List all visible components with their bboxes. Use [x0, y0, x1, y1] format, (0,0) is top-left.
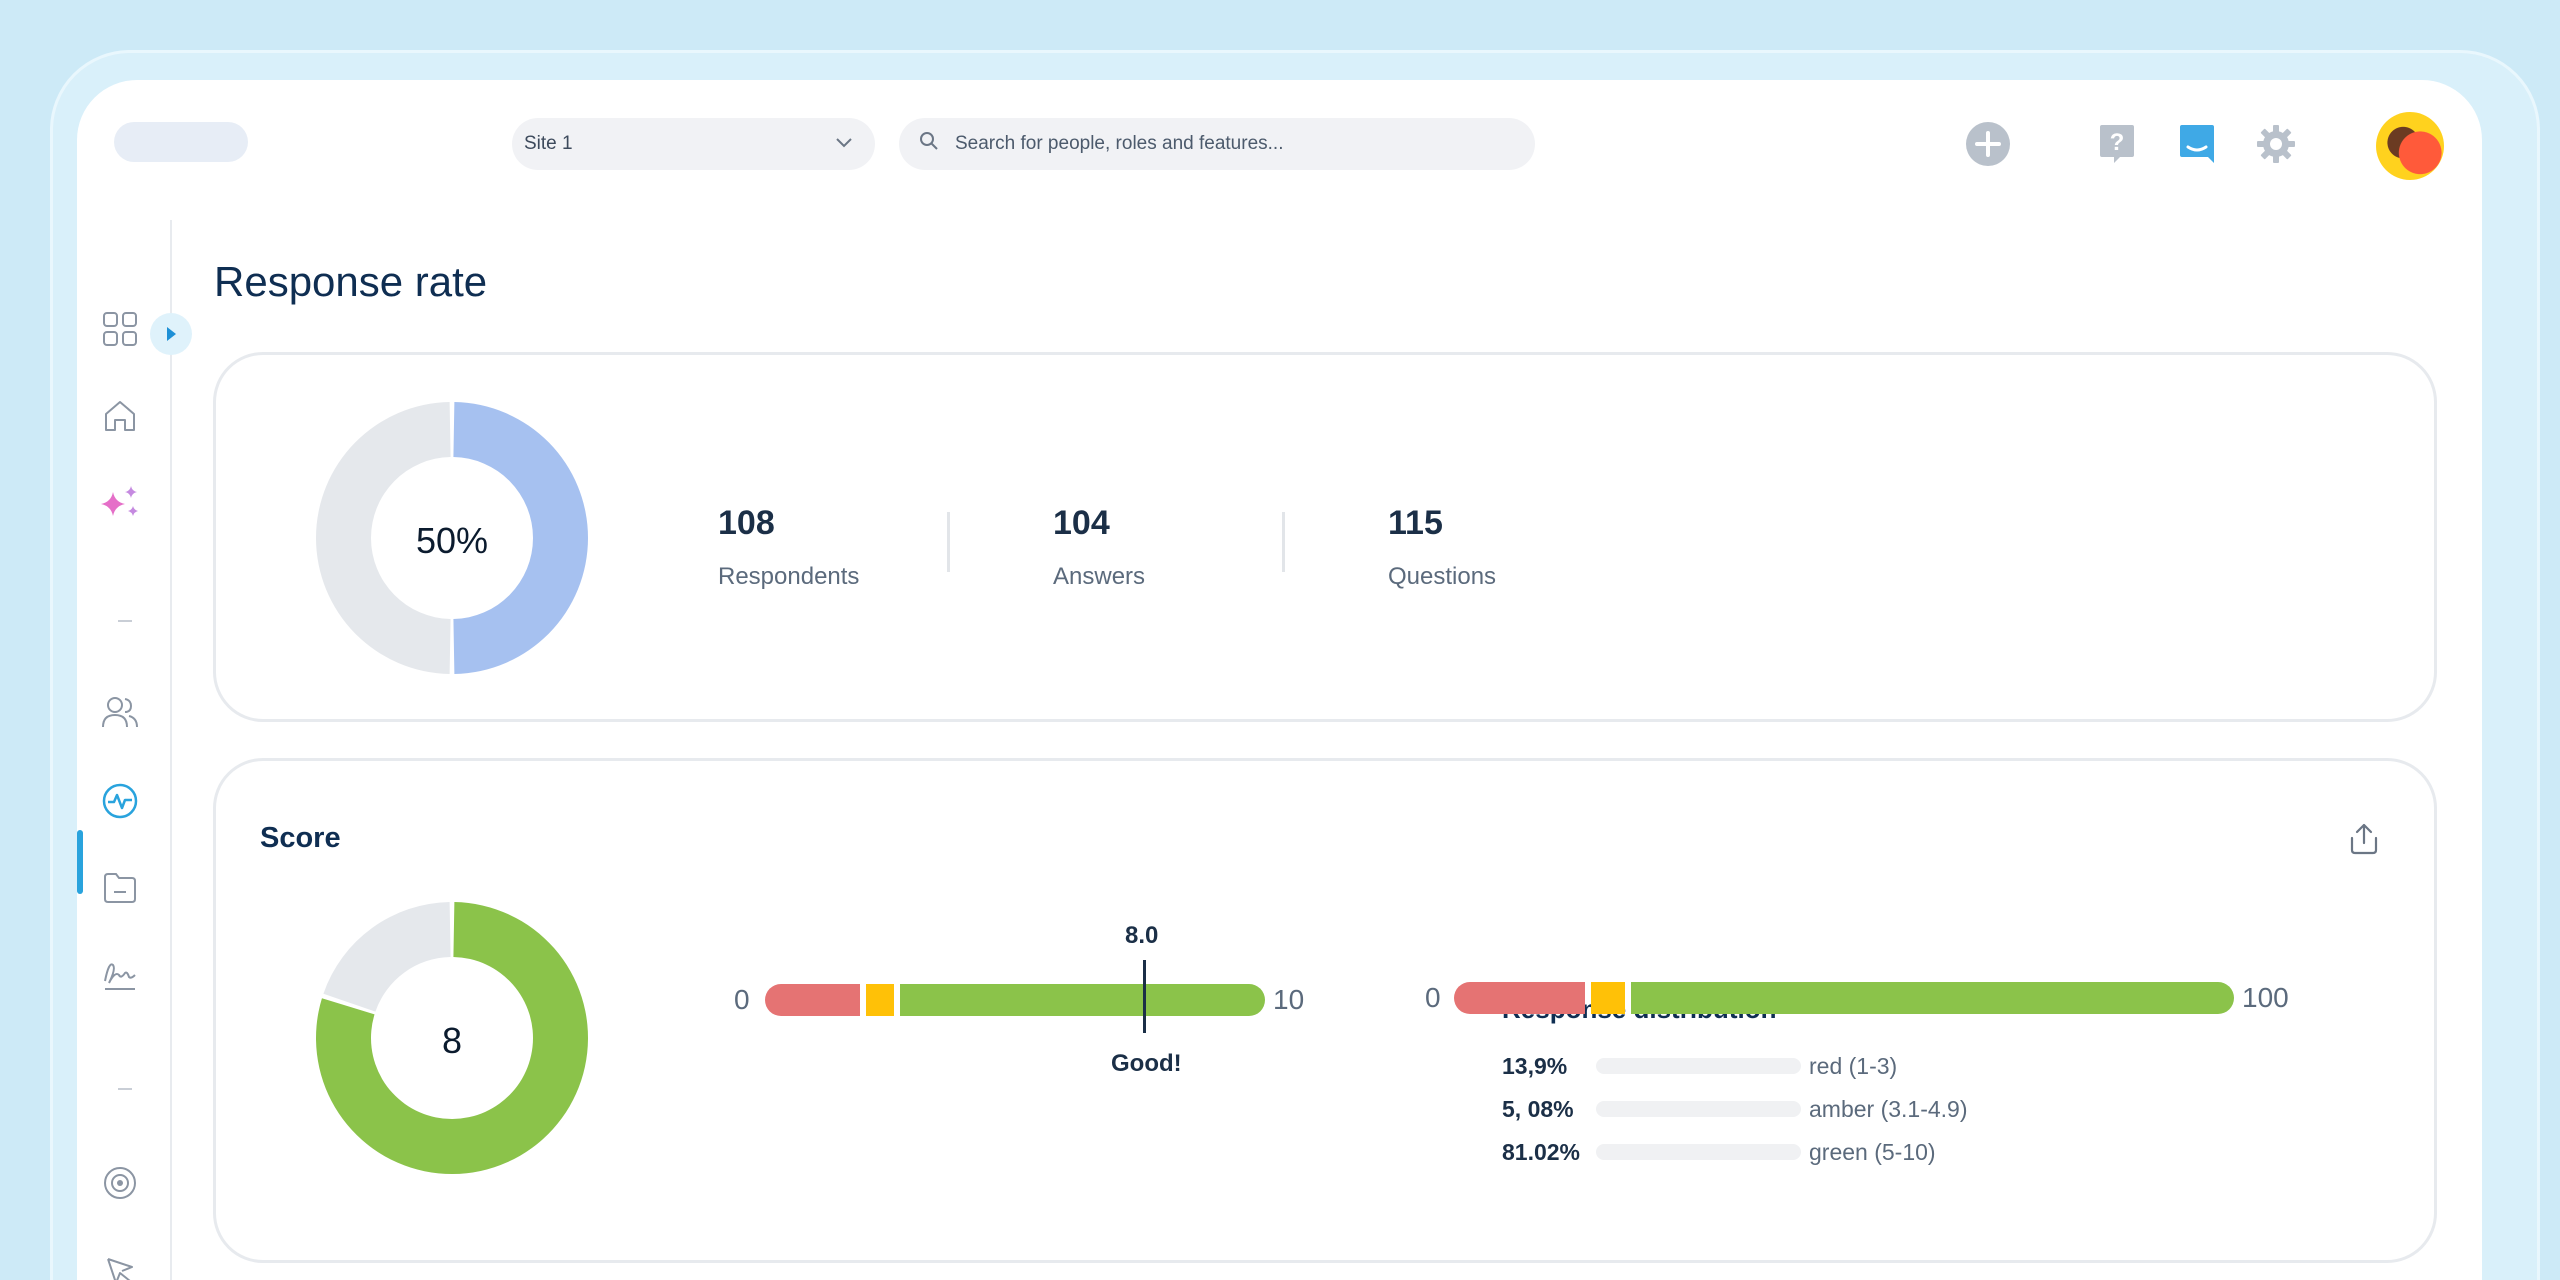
dist-row-track — [1596, 1101, 1801, 1117]
avatar[interactable] — [2376, 112, 2444, 180]
score-filled-arc — [316, 902, 588, 1174]
scale-max: 10 — [1273, 984, 1305, 1015]
site-select[interactable]: Site 1 — [512, 118, 875, 170]
home-icon[interactable] — [99, 395, 141, 437]
stat-questions-value: 115 — [1388, 504, 1443, 542]
scale-marker-value: 8.0 — [1125, 922, 1159, 949]
search-input[interactable]: Search for people, roles and features... — [899, 118, 1535, 170]
stat-questions-label: Questions — [1388, 563, 1497, 590]
apps-grid-icon[interactable] — [99, 308, 141, 350]
scale-verdict: Good! — [1111, 1050, 1182, 1077]
dist-seg-green — [1631, 982, 2234, 1014]
response-rate-donut — [315, 402, 589, 674]
plus-circle-icon[interactable] — [1964, 120, 2012, 168]
stat-respondents-value: 108 — [718, 504, 775, 542]
stat-questions: 115 Questions — [1388, 504, 1496, 591]
scale-seg-red — [765, 984, 860, 1016]
folder-icon[interactable] — [99, 867, 141, 909]
stat-divider — [947, 512, 950, 572]
response-rate-percent: 50% — [415, 520, 489, 561]
scale-marker-line — [1143, 960, 1146, 1033]
dist-row-pct: 5, 08% — [1502, 1095, 1574, 1122]
search-icon — [919, 131, 939, 157]
stat-answers-label: Answers — [1053, 563, 1146, 590]
stat-respondents: 108 Respondents — [718, 504, 859, 591]
distribution-row: 5, 08% amber (3.1-4.9) — [1502, 1094, 1968, 1124]
sidebar-active-indicator — [77, 830, 83, 894]
chat-icon[interactable] — [2173, 120, 2221, 168]
people-icon[interactable] — [99, 692, 141, 734]
dist-row-pct: 13,9% — [1502, 1052, 1568, 1079]
app-window: Site 1 Search for people, roles and feat… — [77, 80, 2482, 1280]
scale-seg-amber — [866, 984, 894, 1016]
stat-answers: 104 Answers — [1053, 504, 1145, 591]
dist-row-label: green (5-10) — [1809, 1138, 1936, 1165]
caret-right-icon — [167, 327, 176, 341]
help-icon[interactable]: ? — [2093, 120, 2141, 168]
scale-min: 0 — [734, 984, 750, 1015]
stat-respondents-label: Respondents — [718, 563, 860, 590]
target-icon[interactable] — [99, 1162, 141, 1204]
svg-text:?: ? — [2110, 129, 2125, 156]
stat-divider-2 — [1282, 512, 1285, 572]
score-track-arc — [323, 902, 451, 1012]
search-placeholder: Search for people, roles and features... — [955, 133, 1284, 154]
dist-row-track — [1596, 1144, 1801, 1160]
score-title: Score — [260, 822, 341, 854]
distribution-row: 81.02% green (5-10) — [1502, 1137, 1936, 1167]
dist-min: 0 — [1425, 982, 1441, 1013]
dist-row-label: amber (3.1-4.9) — [1809, 1095, 1968, 1122]
signature-icon[interactable] — [99, 954, 141, 996]
scale-seg-green — [900, 984, 1265, 1016]
page-title: Response rate — [214, 258, 488, 305]
score-donut — [316, 902, 588, 1174]
distribution-bar — [1454, 982, 2234, 1014]
activity-icon[interactable] — [99, 780, 141, 822]
sidebar-divider — [118, 620, 132, 622]
gear-icon[interactable] — [2252, 120, 2300, 168]
dist-row-pct: 81.02% — [1502, 1138, 1581, 1165]
cursor-icon[interactable] — [99, 1250, 141, 1280]
dist-seg-red — [1454, 982, 1585, 1014]
dist-seg-amber — [1591, 982, 1625, 1014]
chevron-down-icon — [835, 133, 853, 155]
sidebar-expand-button[interactable] — [150, 313, 192, 355]
response-rate-track-arc — [315, 402, 451, 674]
sidebar — [77, 220, 172, 1280]
dist-row-track — [1596, 1058, 1801, 1074]
stat-answers-value: 104 — [1053, 504, 1110, 542]
response-rate-filled-arc — [453, 402, 589, 674]
sidebar-divider-2 — [118, 1088, 132, 1090]
sparkles-icon[interactable] — [99, 482, 141, 524]
score-scale-bar — [765, 984, 1265, 1016]
score-value: 8 — [441, 1020, 463, 1061]
dist-row-label: red (1-3) — [1809, 1052, 1898, 1079]
dist-max: 100 — [2242, 982, 2289, 1013]
distribution-row: 13,9% red (1-3) — [1502, 1051, 1897, 1081]
logo-placeholder[interactable] — [114, 122, 248, 162]
site-select-value: Site 1 — [524, 133, 573, 154]
share-icon[interactable] — [2347, 822, 2381, 861]
